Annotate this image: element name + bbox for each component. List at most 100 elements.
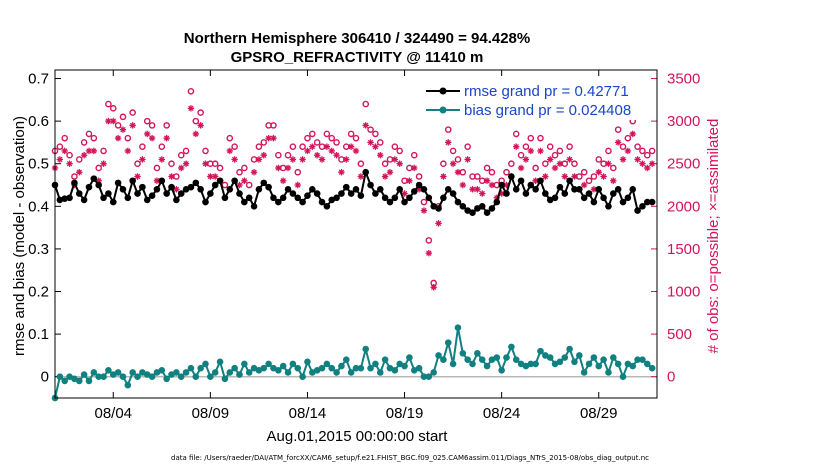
obs-possible-point	[566, 143, 573, 150]
obs-possible-point	[284, 151, 292, 159]
bias-point	[639, 356, 646, 363]
obs-assimilated-point	[420, 207, 428, 214]
rmse-point	[629, 185, 637, 193]
rmse-point	[406, 194, 413, 202]
bias-point	[231, 364, 238, 372]
rmse-point	[425, 194, 433, 202]
obs-possible-point	[614, 126, 622, 133]
bias-point	[576, 352, 583, 359]
obs-assimilated-point	[338, 169, 345, 176]
rmse-point	[600, 194, 607, 202]
series-layer	[51, 69, 658, 402]
rmse-point	[279, 194, 287, 202]
bias-point	[202, 360, 209, 368]
bias-point	[512, 356, 520, 363]
obs-possible-point	[294, 168, 302, 176]
asterisk-stroke	[387, 169, 393, 175]
obs-assimilated-point	[411, 164, 418, 172]
rmse-point	[109, 198, 117, 206]
bias-point	[245, 369, 253, 376]
obs-possible-point	[236, 168, 243, 176]
obs-assimilated-point	[299, 156, 306, 163]
obs-assimilated-point	[614, 139, 622, 146]
asterisk-stroke	[173, 186, 180, 192]
asterisk-stroke	[105, 118, 112, 124]
obs-possible-point	[328, 134, 336, 142]
bias-point	[566, 345, 573, 353]
rmse-point	[260, 179, 268, 187]
obs-possible-point	[134, 160, 141, 168]
bias-point	[527, 360, 535, 368]
bias-point	[173, 369, 180, 376]
rmse-point	[508, 173, 515, 180]
asterisk-stroke	[401, 190, 408, 197]
asterisk-stroke	[634, 156, 641, 163]
obs-assimilated-point	[76, 169, 83, 176]
asterisk-stroke	[120, 126, 126, 133]
rmse-point	[168, 183, 175, 191]
y2-tick-label: 1000	[667, 284, 700, 301]
asterisk-stroke	[566, 156, 573, 163]
obs-possible-point	[241, 164, 248, 172]
obs-assimilated-point	[488, 181, 496, 189]
asterisk-stroke	[139, 156, 146, 163]
rmse-point	[284, 185, 292, 193]
rmse-point	[197, 185, 204, 193]
y-tick-label: 0.5	[28, 156, 49, 173]
obs-assimilated-point	[304, 147, 311, 155]
rmse-point	[236, 190, 243, 197]
rmse-point	[522, 190, 530, 197]
asterisk-stroke	[125, 148, 131, 154]
obs-assimilated-point	[250, 169, 258, 176]
obs-assimilated-point	[90, 147, 98, 155]
bias-point	[357, 364, 365, 372]
bias-point	[182, 369, 190, 376]
legend-rmse-label: rmse grand pr = 0.42771	[464, 83, 629, 100]
bias-point	[367, 364, 374, 372]
y2-tick-label: 3000	[667, 113, 700, 130]
asterisk-stroke	[377, 152, 383, 158]
rmse-point	[153, 185, 161, 193]
obs-assimilated-point	[386, 169, 394, 176]
bias-point	[406, 354, 413, 361]
obs-assimilated-point	[119, 126, 127, 133]
obs-assimilated-point	[255, 156, 263, 163]
obs-assimilated-point	[294, 181, 301, 189]
asterisk-stroke	[207, 173, 214, 180]
obs-possible-point	[372, 130, 379, 138]
rmse-point	[372, 190, 379, 197]
x-tick-label: 08/04	[94, 405, 132, 422]
rmse-point	[459, 203, 467, 210]
rmse-point	[478, 203, 486, 210]
asterisk-stroke	[338, 169, 345, 175]
bias-point	[600, 356, 607, 363]
asterisk-stroke	[290, 156, 296, 163]
obs-assimilated-point	[483, 177, 491, 184]
obs-possible-point	[503, 168, 510, 176]
rmse-point	[362, 168, 370, 176]
obs-assimilated-point	[197, 122, 204, 129]
rmse-point	[532, 185, 539, 193]
obs-assimilated-point	[561, 173, 568, 180]
bias-point	[260, 364, 268, 372]
obs-possible-point	[95, 164, 102, 172]
obs-possible-point	[304, 134, 311, 142]
bias-point	[449, 360, 457, 368]
bias-point	[105, 367, 112, 374]
rmse-point	[202, 198, 209, 206]
asterisk-stroke	[469, 186, 476, 192]
obs-possible-point	[522, 143, 530, 150]
obs-possible-point	[61, 134, 69, 142]
obs-possible-point	[556, 147, 564, 155]
rmse-point	[551, 194, 559, 202]
obs-assimilated-point	[66, 160, 73, 167]
asterisk-stroke	[236, 182, 243, 188]
obs-possible-point	[357, 160, 365, 168]
obs-assimilated-point	[202, 160, 209, 167]
rmse-point	[401, 198, 408, 206]
obs-assimilated-point	[367, 139, 374, 146]
bias-point	[211, 369, 219, 376]
bias-point	[134, 373, 141, 381]
rmse-point	[391, 194, 399, 202]
y-tick-label: 0.1	[28, 326, 49, 343]
